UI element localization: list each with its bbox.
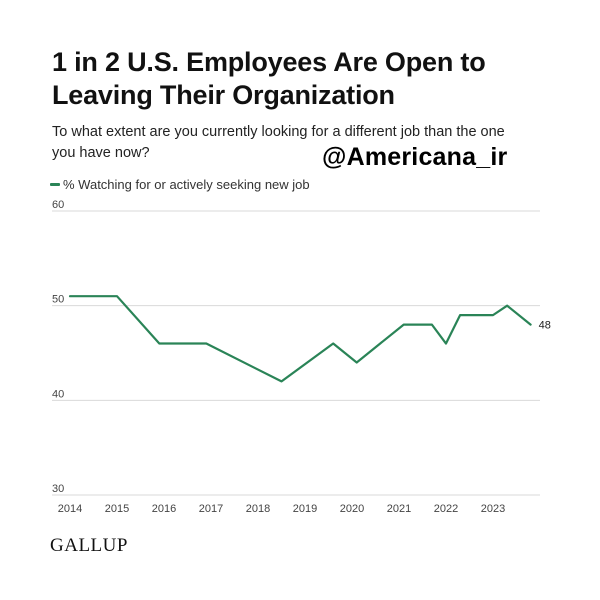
- y-tick-label-30: 30: [52, 483, 64, 495]
- x-tick-label-2017: 2017: [199, 503, 223, 515]
- y-tick-label-50: 50: [52, 294, 64, 306]
- end-value-label: 48: [539, 320, 551, 332]
- x-tick-label-2022: 2022: [434, 503, 458, 515]
- x-tick-label-2018: 2018: [246, 503, 270, 515]
- x-tick-label-2023: 2023: [481, 503, 505, 515]
- x-tick-label-2020: 2020: [340, 503, 364, 515]
- legend-swatch: [50, 183, 60, 186]
- chart-subtitle: To what extent are you currently looking…: [52, 124, 505, 161]
- chart-title: 1 in 2 U.S. Employees Are Open to Leavin…: [52, 47, 486, 110]
- series-line-0: [68, 295, 532, 383]
- x-tick-label-2015: 2015: [105, 503, 129, 515]
- x-tick-label-2016: 2016: [152, 503, 176, 515]
- legend-label: % Watching for or actively seeking new j…: [63, 177, 310, 192]
- x-tick-label-2021: 2021: [387, 503, 411, 515]
- gallup-logo: GALLUP: [50, 535, 128, 556]
- x-tick-label-2014: 2014: [58, 503, 82, 515]
- y-tick-label-40: 40: [52, 388, 64, 400]
- watermark: @Americana_ir: [322, 143, 508, 171]
- legend: % Watching for or actively seeking new j…: [50, 177, 310, 192]
- y-tick-label-60: 60: [52, 199, 64, 211]
- x-tick-label-2019: 2019: [293, 503, 317, 515]
